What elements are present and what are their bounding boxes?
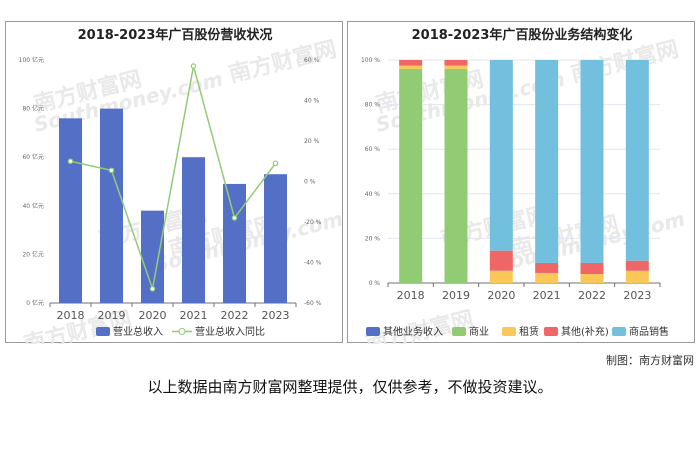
yoy-point	[67, 158, 74, 165]
y-right-tick-label: 0 %	[304, 179, 316, 186]
x-tick-label: 2020	[487, 289, 515, 302]
stack-segment	[535, 272, 559, 283]
y-right-tick-label: -40 %	[304, 260, 322, 267]
stack-segment	[625, 60, 649, 261]
legend-swatch-revenue	[96, 327, 110, 336]
legend-label: 营业总收入	[113, 325, 163, 338]
stack-segment	[580, 60, 604, 263]
y-right-tick-label: -20 %	[304, 219, 322, 226]
revenue-bar	[100, 108, 123, 303]
yoy-point	[108, 167, 115, 174]
legend-swatch	[612, 327, 626, 336]
x-tick-label: 2022	[578, 289, 606, 302]
legend-label: 商业	[469, 325, 489, 338]
revenue-chart-panel: 南方财富网 南方财富网 南方财富网 Southmoney.com Southmoney.…	[5, 21, 344, 344]
yoy-point	[231, 215, 238, 221]
chart-credit: 制图：南方财富网	[606, 354, 694, 367]
stack-segment	[399, 68, 423, 283]
yoy-line	[70, 65, 277, 292]
y-tick-label: 40 %	[365, 191, 381, 198]
revenue-bar	[264, 174, 287, 303]
legend-label: 其他(补充)	[561, 325, 609, 338]
y-tick-label: 100 %	[361, 57, 380, 64]
stack-segment	[625, 260, 649, 271]
legend: 其他业务收入 商业 租赁 其他(补充) 商品销售	[366, 325, 669, 338]
revenue-bar	[59, 118, 82, 303]
x-tick-label: 2018	[57, 309, 85, 322]
y-left-tick-label: 0 亿元	[26, 299, 44, 307]
yoy-point	[190, 63, 197, 69]
legend-swatch-yoy-marker	[178, 328, 186, 335]
stack-segment	[399, 60, 423, 66]
stack-segment	[580, 274, 604, 283]
chart-title: 2018-2023年广百股份业务结构变化	[412, 27, 633, 43]
x-tick-label: 2022	[221, 309, 249, 322]
x-tick-label: 2018	[397, 289, 425, 302]
x-tick-label: 2023	[262, 309, 290, 322]
stack-segment	[399, 65, 423, 69]
stack-segment	[444, 65, 468, 69]
legend: 营业总收入 营业总收入同比	[96, 325, 265, 338]
legend-swatch	[452, 327, 466, 336]
y-right-tick-label: 20 %	[304, 138, 320, 145]
yoy-point	[149, 286, 156, 292]
stack-segment	[625, 270, 649, 283]
stack-segment	[580, 262, 604, 275]
y-right-tick-label: 40 %	[304, 98, 320, 105]
watermark-text: 南方财富网	[226, 36, 339, 88]
revenue-bar	[182, 157, 205, 303]
stack-segment	[444, 60, 468, 66]
business-structure-chart: 南方财富网南方财富网南方财富网Southmoney.comSouthmoney.…	[361, 27, 687, 344]
y-tick-label: 20 %	[365, 235, 381, 242]
stack-segment	[489, 270, 513, 283]
y-left-tick-label: 100 亿元	[19, 56, 44, 64]
legend-label: 其他业务收入	[383, 325, 443, 338]
stack-segment	[535, 262, 559, 273]
y-right-tick-label: 60 %	[304, 57, 320, 64]
x-tick-label: 2019	[98, 309, 126, 322]
stack-segment	[535, 60, 559, 263]
x-tick-label: 2019	[442, 289, 470, 302]
y-tick-label: 60 %	[365, 146, 381, 153]
stack-segment	[489, 60, 513, 251]
legend-swatch	[502, 327, 516, 336]
y-left-tick-label: 20 亿元	[22, 250, 44, 258]
y-left-tick-label: 60 亿元	[22, 153, 44, 161]
legend-label: 营业总收入同比	[195, 325, 265, 338]
x-tick-label: 2023	[623, 289, 651, 302]
chart-title: 2018-2023年广百股份营收状况	[78, 27, 273, 43]
x-tick-label: 2021	[533, 289, 561, 302]
stack-segment	[489, 250, 513, 271]
y-tick-label: 80 %	[365, 102, 381, 109]
revenue-bar	[223, 183, 246, 303]
yoy-point	[272, 160, 279, 167]
business-structure-chart-panel: 南方财富网南方财富网南方财富网Southmoney.comSouthmoney.…	[347, 21, 695, 344]
y-tick-label: 0 %	[369, 280, 381, 287]
watermark-text: 南方财富网	[363, 306, 476, 344]
y-right-tick-label: -60 %	[304, 300, 322, 307]
legend-swatch	[366, 327, 380, 336]
legend-label: 租赁	[519, 325, 539, 338]
x-tick-label: 2020	[139, 309, 167, 322]
legend-swatch	[544, 327, 558, 336]
y-left-tick-label: 40 亿元	[22, 202, 44, 210]
revenue-chart: 南方财富网南方财富网南方财富网Southmoney.comSouthmoney.…	[19, 27, 344, 344]
stack-segment	[444, 68, 468, 283]
revenue-bar	[141, 210, 164, 303]
legend-label: 商品销售	[629, 325, 669, 338]
disclaimer-text: 以上数据由南方财富网整理提供，仅供参考，不做投资建议。	[147, 378, 553, 396]
y-left-tick-label: 80 亿元	[22, 105, 44, 113]
x-tick-label: 2021	[180, 309, 208, 322]
